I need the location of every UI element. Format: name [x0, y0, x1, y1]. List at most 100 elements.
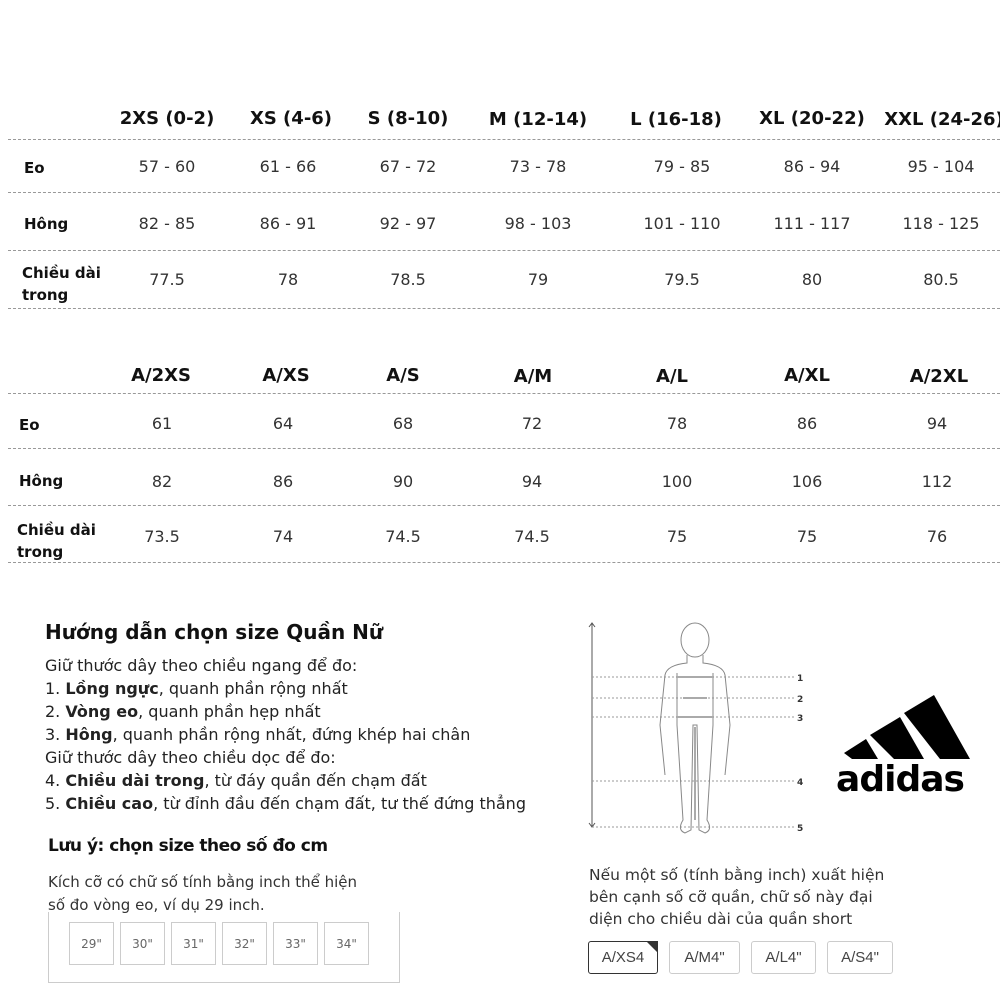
table-cell: 77.5: [149, 270, 185, 289]
item-desc: , từ đỉnh đầu đến chạm đất, tư thế đứng …: [153, 794, 526, 813]
table-cell: 92 - 97: [379, 214, 437, 233]
table-cell: 73.5: [144, 527, 180, 546]
inch-size-box: 30": [120, 922, 165, 965]
inch-size-box: 31": [171, 922, 216, 965]
row-label: Hông: [24, 215, 69, 233]
size-label: A/S4": [841, 949, 879, 966]
table-cell: 86 - 94: [783, 157, 841, 176]
divider: [8, 448, 1000, 449]
table-cell: 112: [921, 472, 953, 491]
body-outline-icon: [659, 622, 731, 834]
table-cell: 79 - 85: [653, 157, 711, 176]
horizontal-intro: Giữ thước dây theo chiều ngang để đo:: [45, 656, 358, 675]
table-cell: 90: [392, 472, 414, 491]
short-size: A/M4": [669, 941, 740, 974]
col-header: A/S: [386, 365, 420, 386]
size-label: A/L4": [765, 949, 802, 966]
item-term: Chiều dài trong: [65, 771, 205, 790]
table-cell: 75: [796, 527, 818, 546]
divider: [8, 139, 1000, 140]
item-desc: , quanh phần hẹp nhất: [138, 702, 321, 721]
table-cell: 78.5: [390, 270, 426, 289]
guide-item: 2. Vòng eo, quanh phần hẹp nhất: [45, 700, 565, 723]
short-size-selected: A/XS4: [588, 941, 658, 974]
guide-title: Hướng dẫn chọn size Quần Nữ: [45, 620, 384, 644]
col-header: XXL (24-26): [884, 109, 1000, 130]
divider: [8, 192, 1000, 193]
table-cell: 98 - 103: [504, 214, 572, 233]
marker-label: 4: [797, 778, 803, 788]
table-cell: 79.5: [664, 270, 700, 289]
col-header: 2XS (0-2): [119, 108, 215, 129]
inch-size-box: 34": [324, 922, 369, 965]
col-header: A/M: [513, 366, 553, 387]
row-label: Eo: [24, 159, 45, 177]
item-number: 1.: [45, 679, 66, 698]
table-cell: 100: [661, 472, 693, 491]
col-header: XL (20-22): [759, 108, 865, 129]
divider: [8, 562, 1000, 563]
inch-text: số đo vòng eo, ví dụ 29 inch.: [48, 896, 265, 914]
short-size: A/L4": [751, 941, 816, 974]
table-cell: 94: [926, 414, 948, 433]
note-heading: Lưu ý: chọn size theo số đo cm: [48, 836, 328, 856]
table-cell: 86 - 91: [259, 214, 317, 233]
item-term: Lồng ngực: [65, 679, 159, 698]
table-cell: 101 - 110: [643, 214, 721, 233]
marker-label: 2: [797, 695, 803, 705]
item-term: Hông: [65, 725, 113, 744]
table-cell: 78: [277, 270, 299, 289]
divider: [8, 250, 1000, 251]
short-size: A/S4": [827, 941, 893, 974]
table-cell: 74: [272, 527, 294, 546]
table-cell: 61: [151, 414, 173, 433]
table-cell: 78: [666, 414, 688, 433]
col-header: S (8-10): [367, 108, 449, 129]
guide-item: 1. Lồng ngực, quanh phần rộng nhất: [45, 677, 565, 700]
item-number: 2.: [45, 702, 66, 721]
item-desc: , từ đáy quần đến chạm đất: [204, 771, 427, 790]
table-cell: 118 - 125: [902, 214, 980, 233]
item-number: 5.: [45, 794, 66, 813]
inch-size-box: 32": [222, 922, 267, 965]
divider: [8, 308, 1000, 309]
table-cell: 72: [521, 414, 543, 433]
short-text: bên cạnh số cỡ quần, chữ số này đại: [589, 888, 873, 906]
table-cell: 95 - 104: [907, 157, 975, 176]
col-header: A/XL: [784, 365, 830, 386]
marker-label: 1: [797, 674, 803, 684]
marker-label: 5: [797, 824, 803, 834]
row-label: Eo: [19, 416, 40, 434]
inch-text: Kích cỡ có chữ số tính bằng inch thể hiệ…: [48, 873, 358, 891]
table-cell: 61 - 66: [259, 157, 317, 176]
marker-label: 3: [797, 714, 803, 724]
logo-text: adidas: [836, 759, 964, 795]
item-number: 4.: [45, 771, 66, 790]
table-cell: 80: [801, 270, 823, 289]
table-cell: 64: [272, 414, 294, 433]
row-label: Chiều dài trong: [22, 264, 101, 304]
divider: [8, 393, 1000, 394]
row-label: Hông: [19, 472, 64, 490]
item-desc: , quanh phần rộng nhất: [158, 679, 348, 698]
inch-size-example: 29" 30" 31" 32" 33" 34": [48, 912, 400, 983]
table-cell: 86: [272, 472, 294, 491]
check-corner-icon: [646, 941, 658, 953]
inch-size-box: 33": [273, 922, 318, 965]
table-cell: 106: [791, 472, 823, 491]
size-label: A/M4": [684, 949, 725, 966]
body-measurement-diagram: 1 2 3 4 5: [588, 622, 803, 834]
guide-item: 3. Hông, quanh phần rộng nhất, đứng khép…: [45, 723, 565, 746]
table-cell: 74.5: [385, 527, 421, 546]
table-cell: 80.5: [923, 270, 959, 289]
table-cell: 94: [521, 472, 543, 491]
size-label: A/XS4: [601, 949, 645, 966]
table-cell: 82: [151, 472, 173, 491]
adidas-logo: adidas: [836, 695, 970, 795]
col-header: A/2XS: [131, 365, 191, 386]
short-text: Nếu một số (tính bằng inch) xuất hiện: [589, 866, 885, 884]
table-cell: 79: [527, 270, 549, 289]
short-text: diện cho chiều dài của quần short: [589, 910, 853, 928]
table-cell: 68: [392, 414, 414, 433]
table-cell: 73 - 78: [509, 157, 567, 176]
